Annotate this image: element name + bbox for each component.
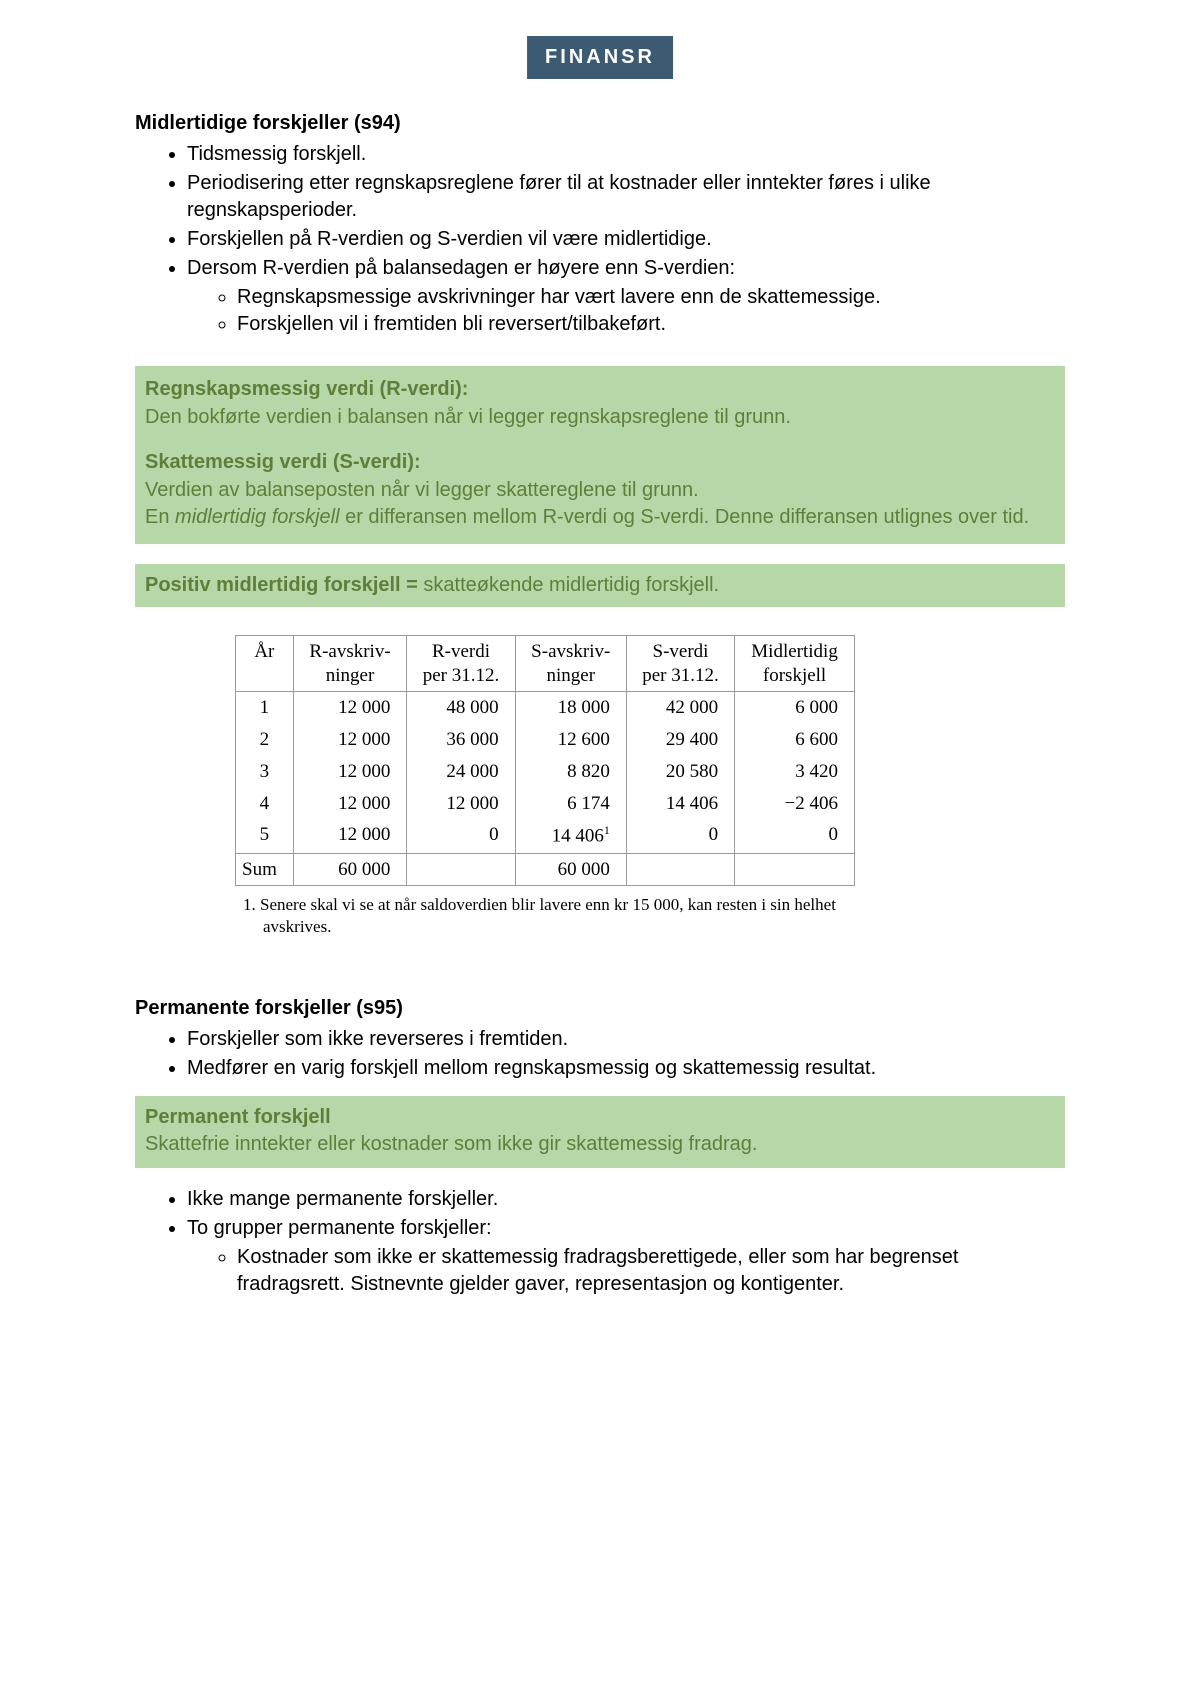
- table-cell: [626, 853, 734, 886]
- table-cell: −2 406: [735, 788, 855, 820]
- list-item: Regnskapsmessige avskrivninger har vært …: [237, 284, 1065, 311]
- definitions-box: Regnskapsmessig verdi (R-verdi): Den bok…: [135, 366, 1065, 544]
- sub-bullet-list: Kostnader som ikke er skattemessig fradr…: [187, 1244, 1065, 1298]
- table-cell: 18 000: [515, 692, 626, 724]
- table-cell: 14 406: [626, 788, 734, 820]
- table-cell: 3 420: [735, 756, 855, 788]
- table-cell: 60 000: [293, 853, 407, 886]
- permanent-box-title: Permanent forskjell: [145, 1104, 1055, 1131]
- def-title-s: Skattemessig verdi (S-verdi):: [145, 449, 1055, 477]
- table-cell: 20 580: [626, 756, 734, 788]
- table-cell: [735, 853, 855, 886]
- table-footnote: 1. Senere skal vi se at når saldoverdien…: [235, 894, 855, 937]
- table-header-row: År R-avskriv-ninger R-verdiper 31.12. S-…: [236, 635, 855, 692]
- section-title-midlertidige: Midlertidige forskjeller (s94): [135, 112, 1065, 135]
- table-cell: 36 000: [407, 724, 515, 756]
- list-item: Forskjellen på R-verdien og S-verdien vi…: [187, 226, 1065, 253]
- table-cell: 42 000: [626, 692, 734, 724]
- list-item: To grupper permanente forskjeller: Kostn…: [187, 1215, 1065, 1298]
- col-year: År: [236, 635, 294, 692]
- table-cell: 29 400: [626, 724, 734, 756]
- section-title-permanente: Permanente forskjeller (s95): [135, 997, 1065, 1020]
- table-cell: 60 000: [515, 853, 626, 886]
- sub-bullet-list: Regnskapsmessige avskrivninger har vært …: [187, 284, 1065, 338]
- text: er differansen mellom R-verdi og S-verdi…: [340, 506, 1030, 528]
- table-cell: 12 000: [293, 692, 407, 724]
- table-cell: 48 000: [407, 692, 515, 724]
- table-cell: 3: [236, 756, 294, 788]
- table-cell: 0: [407, 819, 515, 853]
- table-cell: 0: [735, 819, 855, 853]
- bullet-list-permanente-2: Ikke mange permanente forskjeller. To gr…: [135, 1186, 1065, 1298]
- list-item-text: Dersom R-verdien på balansedagen er høye…: [187, 257, 735, 279]
- def-body-s2: En midlertidig forskjell er differansen …: [145, 504, 1055, 532]
- table-cell: [407, 853, 515, 886]
- col-midlertidig: Midlertidigforskjell: [735, 635, 855, 692]
- table-cell: 5: [236, 819, 294, 853]
- table-cell: 12 000: [293, 756, 407, 788]
- emphasis: midlertidig forskjell: [175, 506, 340, 528]
- def-title-r: Regnskapsmessig verdi (R-verdi):: [145, 376, 1055, 404]
- table-cell: 6 600: [735, 724, 855, 756]
- table-cell: 8 820: [515, 756, 626, 788]
- list-item: Periodisering etter regnskapsreglene før…: [187, 170, 1065, 224]
- table-cell: 1: [236, 692, 294, 724]
- bar-rest: skatteøkende midlertidig forskjell.: [423, 574, 719, 596]
- table-cell: 24 000: [407, 756, 515, 788]
- bar-strong: Positiv midlertidig forskjell =: [145, 574, 423, 596]
- table-cell: 12 600: [515, 724, 626, 756]
- table-cell: 0: [626, 819, 734, 853]
- bullet-list-permanente: Forskjeller som ikke reverseres i fremti…: [135, 1026, 1065, 1082]
- list-item: Ikke mange permanente forskjeller.: [187, 1186, 1065, 1213]
- permanent-box-body: Skattefrie inntekter eller kostnader som…: [145, 1131, 1055, 1158]
- depreciation-table-wrap: År R-avskriv-ninger R-verdiper 31.12. S-…: [235, 635, 855, 886]
- table-sum-row: Sum60 00060 000: [236, 853, 855, 886]
- table-row: 112 00048 00018 00042 0006 000: [236, 692, 855, 724]
- text: En: [145, 506, 175, 528]
- bullet-list-midlertidige: Tidsmessig forskjell. Periodisering ette…: [135, 141, 1065, 338]
- table-cell: 6 000: [735, 692, 855, 724]
- col-s-verdi: S-verdiper 31.12.: [626, 635, 734, 692]
- table-row: 212 00036 00012 60029 4006 600: [236, 724, 855, 756]
- header-badge: FINANSR: [527, 36, 673, 79]
- def-body-r: Den bokførte verdien i balansen når vi l…: [145, 404, 1055, 432]
- table-cell: 14 4061: [515, 819, 626, 853]
- list-item-text: To grupper permanente forskjeller:: [187, 1217, 492, 1239]
- list-item: Dersom R-verdien på balansedagen er høye…: [187, 255, 1065, 338]
- list-item: Forskjellen vil i fremtiden bli reverser…: [237, 311, 1065, 338]
- table-cell: 2: [236, 724, 294, 756]
- positive-diff-bar: Positiv midlertidig forskjell = skatteøk…: [135, 564, 1065, 607]
- table-cell: 6 174: [515, 788, 626, 820]
- table-cell: 4: [236, 788, 294, 820]
- table-row: 512 000014 406100: [236, 819, 855, 853]
- col-s-avskr: S-avskriv-ninger: [515, 635, 626, 692]
- table-row: 412 00012 0006 17414 406−2 406: [236, 788, 855, 820]
- depreciation-table: År R-avskriv-ninger R-verdiper 31.12. S-…: [235, 635, 855, 886]
- table-cell: 12 000: [293, 724, 407, 756]
- list-item: Tidsmessig forskjell.: [187, 141, 1065, 168]
- table-cell: 12 000: [293, 819, 407, 853]
- table-cell: Sum: [236, 853, 294, 886]
- table-cell: 12 000: [407, 788, 515, 820]
- permanent-box: Permanent forskjell Skattefrie inntekter…: [135, 1096, 1065, 1168]
- col-r-verdi: R-verdiper 31.12.: [407, 635, 515, 692]
- list-item: Forskjeller som ikke reverseres i fremti…: [187, 1026, 1065, 1053]
- table-cell: 12 000: [293, 788, 407, 820]
- col-r-avskr: R-avskriv-ninger: [293, 635, 407, 692]
- page-content: Midlertidige forskjeller (s94) Tidsmessi…: [135, 112, 1065, 1300]
- table-row: 312 00024 0008 82020 5803 420: [236, 756, 855, 788]
- def-body-s1: Verdien av balanseposten når vi legger s…: [145, 477, 1055, 505]
- list-item: Kostnader som ikke er skattemessig fradr…: [237, 1244, 1065, 1298]
- list-item: Medfører en varig forskjell mellom regns…: [187, 1055, 1065, 1082]
